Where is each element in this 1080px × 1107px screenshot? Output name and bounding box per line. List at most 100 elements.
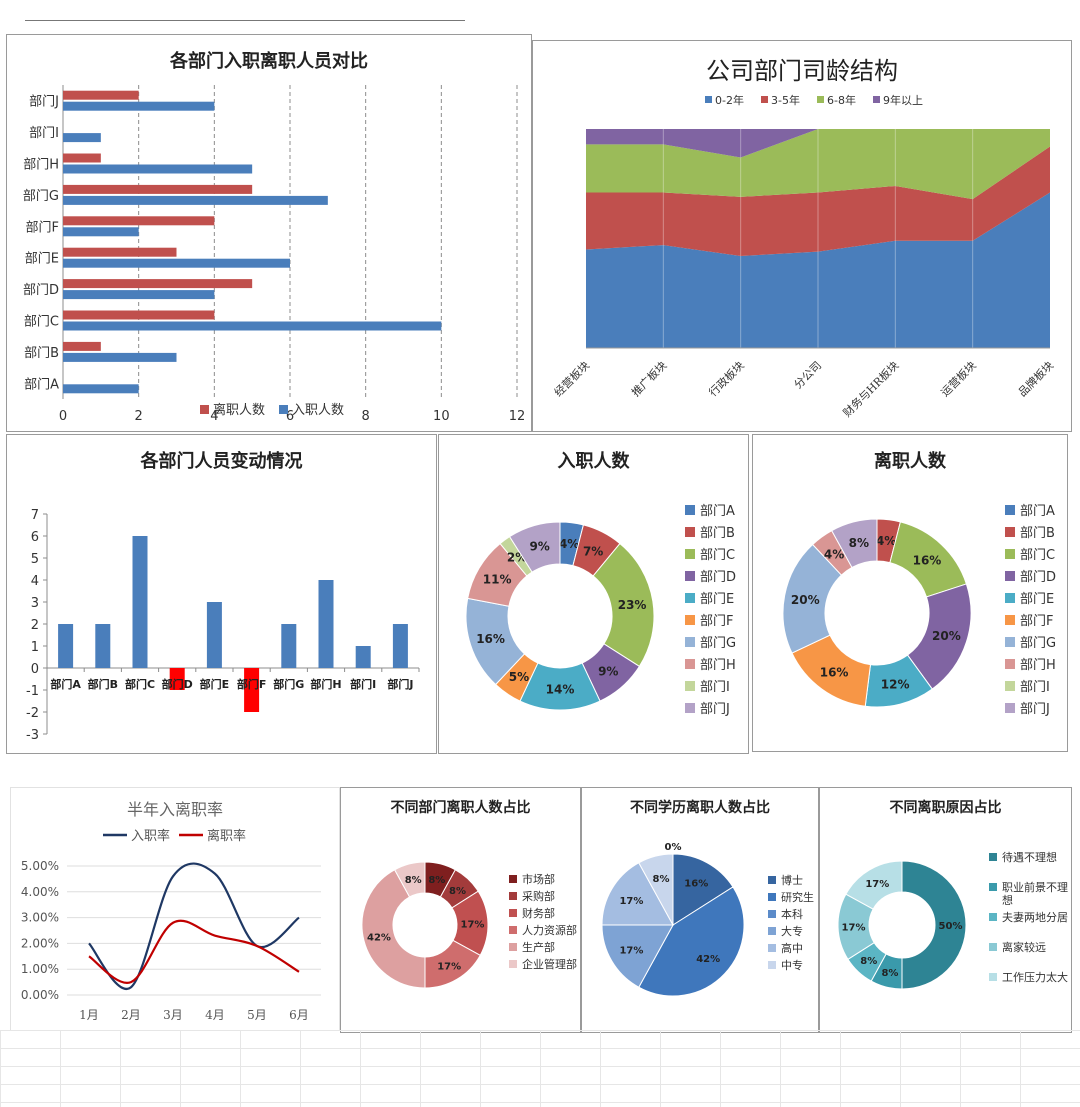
x-tick-label: 部门E: [200, 677, 230, 691]
bar-exits: [63, 90, 139, 100]
chart-panel-exit-reason-share[interactable]: 不同离职原因占比 50% 8% 8% 17% 17% 待遇不理想 职业前景不理想夫妻两地分居…: [819, 787, 1072, 1033]
y-tick-label: -3: [26, 728, 39, 743]
data-label: 17%: [619, 896, 643, 907]
y-tick-label: 1: [31, 640, 39, 655]
x-tick-label: 部门J: [387, 677, 413, 691]
chart-title: 不同离职原因占比: [889, 800, 1002, 816]
chart-panel-exits-share[interactable]: 离职人数 4% 16% 20% 12% 16% 20% 4% 8% 部门A 部门B 部门C 部门D 部门…: [752, 434, 1068, 752]
legend-label: 市场部: [522, 872, 555, 886]
x-tick-label: 6: [286, 409, 294, 424]
pie-slice: [901, 860, 967, 990]
legend-label: 部门F: [1020, 614, 1053, 629]
legend-swatch: [1005, 571, 1015, 581]
data-label: 17%: [842, 922, 866, 933]
chart-title: 入职人数: [557, 451, 630, 472]
legend-label: 入职率: [131, 828, 170, 844]
legend-label: 部门C: [1020, 548, 1055, 563]
chart-panel-half-year-rate[interactable]: 半年入离职率 0.00% 1.00% 2.00% 3.00% 4.00% 5.00% 1月 2…: [10, 787, 340, 1031]
area-series: [586, 192, 1050, 348]
bar: [95, 624, 111, 668]
data-label: 9%: [598, 664, 618, 678]
data-label: 7%: [583, 545, 603, 559]
data-label: 5%: [509, 670, 529, 684]
data-label: 4%: [824, 548, 844, 562]
legend-swatch: [768, 876, 776, 884]
y-tick-label: 1.00%: [21, 962, 59, 976]
legend-swatch: [768, 961, 776, 969]
bar-exits: [63, 279, 253, 289]
legend-swatch: [768, 944, 776, 952]
data-label: 17%: [437, 962, 461, 973]
legend-label: 部门A: [1020, 504, 1055, 519]
y-tick-label: 部门I: [29, 126, 59, 141]
legend-label: 采购部: [522, 889, 555, 903]
legend-swatch: [509, 875, 517, 883]
x-tick-label: 4: [210, 409, 218, 424]
y-tick-label: 4: [31, 574, 39, 589]
data-label: 11%: [483, 572, 512, 586]
x-tick-label: 运营板块: [938, 358, 979, 399]
pie-slice: [361, 869, 426, 989]
bar-exits: [63, 184, 253, 194]
chart-title: 离职人数: [874, 451, 946, 472]
x-tick-label: 5月: [247, 1008, 267, 1022]
data-label: 42%: [367, 933, 391, 944]
donut-chart: 4%7%23%9%14%5%16%11%2%9%部门A部门B部门C部门D部门E部…: [465, 504, 736, 717]
legend-swatch: [873, 96, 880, 103]
chart-panel-dept-exit-share[interactable]: 不同部门离职人数占比 8% 8% 17% 17% 42% 8% 市场部 采购部 财务部 人力资源部…: [340, 787, 581, 1033]
data-label: 14%: [546, 683, 575, 697]
chart-title: 各部门入职离职人员对比: [170, 51, 368, 72]
chart-panel-tenure-structure[interactable]: 公司部门司龄结构 经营板块 推广板块 行政板块 分公司 财务与HR板块 运营板块 品牌板块 0…: [532, 40, 1072, 432]
legend-label: 部门G: [1020, 636, 1056, 651]
legend-label: 企业管理部: [522, 957, 577, 971]
legend-swatch: [989, 853, 997, 861]
bar: [355, 646, 371, 668]
data-label: 16%: [820, 666, 849, 680]
bar-exits: [63, 310, 215, 320]
x-tick-label: 1月: [79, 1008, 99, 1022]
bar: [58, 624, 74, 668]
legend-swatch: [685, 549, 695, 559]
x-tick-label: 4月: [205, 1008, 225, 1022]
legend-swatch-hires: [279, 405, 288, 414]
legend-swatch: [1005, 549, 1015, 559]
y-tick-label: 4.00%: [21, 885, 59, 899]
pie-slice: [638, 886, 745, 997]
legend-swatch: [1005, 681, 1015, 691]
area-series: [586, 129, 1050, 200]
bar-hires: [63, 164, 253, 174]
chart-panel-hires-share[interactable]: 入职人数 4% 7% 23% 9% 14% 5% 16% 11% 2% 9% 部门A 部门B 部门C 部门…: [438, 434, 749, 754]
legend-label: 离职人数: [213, 402, 265, 418]
legend-swatch: [817, 96, 824, 103]
y-tick-label: 2.00%: [21, 936, 59, 950]
data-label: 8%: [428, 875, 445, 886]
chart-panel-staff-change[interactable]: 各部门人员变动情况 -3 -2 -1 0 1 2 3 4 5 6 7 部门A 部门B 部门C 部门D 部门E 部…: [6, 434, 437, 754]
x-tick-label: 品牌板块: [1015, 358, 1056, 399]
legend-label: 部门G: [700, 636, 736, 651]
x-tick-label: 6月: [289, 1008, 309, 1022]
legend-label: 部门A: [700, 504, 735, 519]
bar: [318, 580, 334, 668]
y-tick-label: 5: [31, 552, 39, 567]
legend-label: 部门E: [1020, 592, 1054, 607]
legend-swatch: [685, 681, 695, 691]
legend-label: 工作压力太大: [1002, 970, 1068, 984]
legend-swatch: [1005, 615, 1015, 625]
bar-exits: [63, 153, 101, 163]
chart-panel-education-exit-share[interactable]: 不同学历离职人数占比 16% 42% 0% 17% 17% 8% 博士 研究生 本科 大专 高中 中专: [581, 787, 819, 1033]
legend-swatch: [685, 527, 695, 537]
x-tick-label: 部门G: [273, 677, 304, 691]
data-label: 16%: [913, 553, 942, 567]
legend-swatch: [1005, 703, 1015, 713]
x-tick-label: 3月: [163, 1008, 183, 1022]
legend-swatch: [509, 909, 517, 917]
line-chart: 0.00% 1.00% 2.00% 3.00% 4.00% 5.00% 1月 2月 3月 4月 5月…: [21, 828, 321, 1022]
data-label: 4%: [876, 534, 896, 548]
legend-swatch: [509, 892, 517, 900]
legend-label: 中专: [781, 958, 803, 972]
x-tick-label: 部门B: [88, 677, 118, 691]
chart-panel-hires-vs-exits[interactable]: 各部门入职离职人员对比 0 2 4 6 8 10 12 部门A 部门B 部门C 部门D 部门E 部门F 部…: [6, 34, 532, 432]
legend-label: 部门J: [1020, 702, 1050, 717]
pie-slice: [638, 853, 674, 926]
